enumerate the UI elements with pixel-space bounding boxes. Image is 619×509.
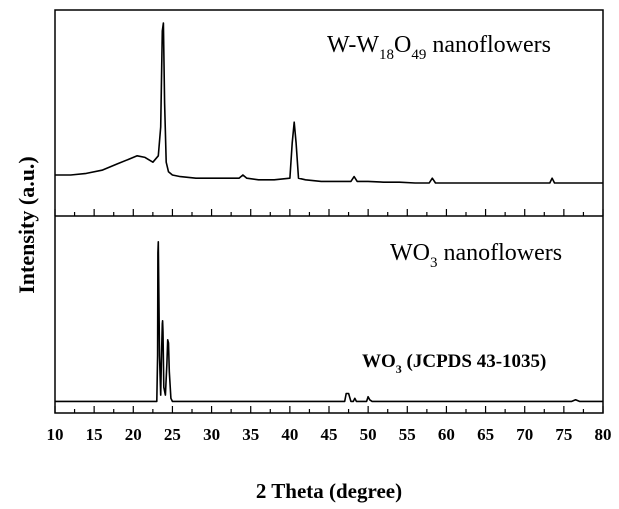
x-tick-label: 25 bbox=[164, 425, 181, 444]
x-tick-label: 10 bbox=[47, 425, 64, 444]
annotation-wo3-nanoflowers: WO3 nanoflowers bbox=[390, 240, 562, 271]
x-tick-label: 60 bbox=[438, 425, 455, 444]
x-tick-label: 65 bbox=[477, 425, 494, 444]
y-axis-label: Intensity (a.u.) bbox=[14, 156, 39, 294]
annotation-w-w18o49: W-W18O49 nanoflowers bbox=[327, 32, 551, 63]
x-tick-label: 80 bbox=[595, 425, 612, 444]
x-tick-label: 70 bbox=[516, 425, 533, 444]
x-tick-label: 15 bbox=[86, 425, 103, 444]
x-tick-label: 30 bbox=[203, 425, 220, 444]
x-axis-label: 2 Theta (degree) bbox=[256, 479, 402, 503]
x-tick-label: 55 bbox=[399, 425, 416, 444]
x-tick-label: 50 bbox=[360, 425, 377, 444]
x-tick-label: 40 bbox=[281, 425, 298, 444]
x-tick-label: 45 bbox=[321, 425, 338, 444]
annotation-wo3-jcpds: WO3 (JCPDS 43-1035) bbox=[362, 351, 546, 376]
x-tick-label: 35 bbox=[242, 425, 259, 444]
x-ticks: 10 15 20 25 30 35 40 45 50 55 60 65 70 75 80 bbox=[47, 209, 612, 444]
series-line-top bbox=[55, 22, 603, 184]
series-line-bottom bbox=[55, 241, 603, 403]
x-tick-label: 75 bbox=[555, 425, 572, 444]
x-tick-label: 20 bbox=[125, 425, 142, 444]
traces bbox=[55, 22, 603, 403]
